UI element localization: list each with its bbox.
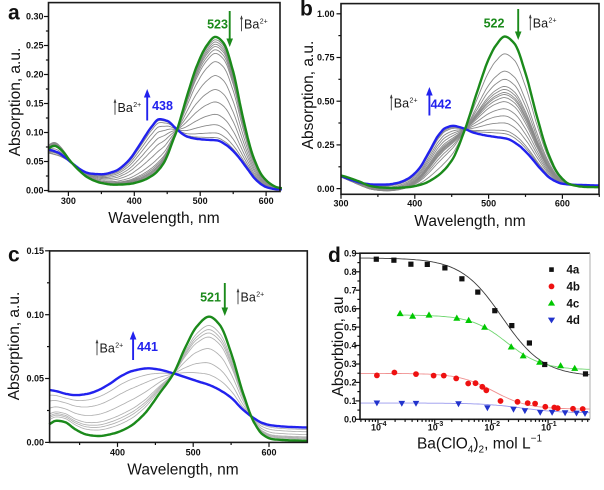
svg-text:10: 10	[428, 422, 438, 432]
svg-text:442: 442	[431, 97, 452, 111]
svg-text:500: 500	[193, 196, 208, 206]
svg-text:400: 400	[110, 447, 125, 457]
svg-text:0.8: 0.8	[344, 267, 357, 277]
svg-text:0.0: 0.0	[344, 415, 357, 425]
svg-text:0.15: 0.15	[26, 99, 44, 109]
svg-text:Absorption, a.u.: Absorption, a.u.	[300, 41, 317, 150]
svg-text:0.2: 0.2	[344, 378, 357, 388]
svg-text:0.10: 0.10	[26, 128, 44, 138]
svg-text:523: 523	[207, 18, 228, 32]
svg-text:Absorbtion, au: Absorbtion, au	[330, 297, 347, 397]
svg-text:0.00: 0.00	[317, 184, 335, 194]
svg-text:0.05: 0.05	[26, 374, 44, 384]
svg-text:b: b	[300, 0, 313, 21]
svg-text:Wavelength, nm: Wavelength, nm	[127, 462, 238, 479]
svg-text:0.3: 0.3	[344, 359, 357, 369]
svg-text:Ba: Ba	[244, 18, 259, 32]
svg-text:0.5: 0.5	[344, 322, 357, 332]
svg-text:2+: 2+	[115, 342, 123, 349]
svg-text:0.20: 0.20	[26, 70, 44, 80]
svg-text:0.05: 0.05	[26, 157, 44, 167]
svg-text:4b: 4b	[567, 282, 580, 294]
svg-text:400: 400	[407, 199, 422, 209]
svg-text:0.00: 0.00	[26, 438, 44, 448]
svg-text:10: 10	[371, 422, 381, 432]
svg-text:Ba: Ba	[394, 97, 409, 111]
svg-text:500: 500	[186, 447, 201, 457]
svg-text:0.25: 0.25	[317, 140, 335, 150]
svg-text:441: 441	[137, 340, 158, 354]
svg-text:300: 300	[333, 199, 348, 209]
svg-text:10: 10	[541, 422, 551, 432]
svg-text:4d: 4d	[567, 315, 580, 327]
svg-text:600: 600	[259, 196, 274, 206]
svg-text:521: 521	[200, 291, 221, 305]
svg-text:0.1: 0.1	[344, 396, 357, 406]
svg-text:0.6: 0.6	[344, 304, 357, 314]
svg-text:4a: 4a	[567, 265, 580, 277]
svg-text:−1: −1	[549, 421, 557, 428]
svg-text:2+: 2+	[549, 17, 557, 24]
svg-text:300: 300	[61, 196, 76, 206]
svg-text:10: 10	[484, 422, 494, 432]
svg-text:600: 600	[261, 447, 276, 457]
svg-text:0.10: 0.10	[26, 310, 44, 320]
svg-text:0.50: 0.50	[317, 96, 335, 106]
svg-text:2+: 2+	[133, 102, 141, 109]
svg-text:Ba: Ba	[118, 101, 133, 115]
svg-text:0.30: 0.30	[26, 12, 44, 22]
svg-text:0.9: 0.9	[344, 249, 357, 259]
svg-text:a: a	[8, 2, 20, 25]
svg-text:Ba: Ba	[241, 291, 256, 305]
svg-text:2+: 2+	[260, 18, 268, 25]
svg-text:1.00: 1.00	[317, 9, 335, 19]
svg-text:−4: −4	[379, 421, 387, 428]
svg-text:Absorption, a.u.: Absorption, a.u.	[6, 292, 23, 401]
svg-text:600: 600	[555, 199, 570, 209]
svg-text:0.25: 0.25	[26, 41, 44, 51]
svg-text:c: c	[8, 244, 20, 267]
svg-text:2+: 2+	[256, 291, 264, 298]
svg-text:438: 438	[152, 99, 173, 113]
svg-text:Ba: Ba	[533, 17, 548, 31]
svg-text:0.00: 0.00	[26, 186, 44, 196]
svg-text:522: 522	[484, 17, 505, 31]
svg-text:4c: 4c	[567, 298, 580, 310]
svg-text:0.75: 0.75	[317, 53, 335, 63]
svg-text:400: 400	[127, 196, 142, 206]
svg-text:Ba(ClO4)2, mol L−1: Ba(ClO4)2, mol L−1	[417, 434, 542, 456]
svg-text:0.4: 0.4	[344, 341, 357, 351]
svg-text:Ba: Ba	[100, 342, 115, 356]
svg-text:−3: −3	[435, 421, 443, 428]
svg-text:0.7: 0.7	[344, 285, 357, 295]
svg-text:−2: −2	[492, 421, 500, 428]
svg-text:Wavelength, nm: Wavelength, nm	[414, 213, 525, 230]
svg-text:0.15: 0.15	[26, 246, 44, 256]
svg-text:2+: 2+	[410, 97, 418, 104]
svg-text:Wavelength, nm: Wavelength, nm	[108, 210, 219, 227]
svg-text:d: d	[328, 244, 341, 267]
svg-text:500: 500	[481, 199, 496, 209]
svg-text:Absorption, a.u.: Absorption, a.u.	[7, 48, 24, 157]
